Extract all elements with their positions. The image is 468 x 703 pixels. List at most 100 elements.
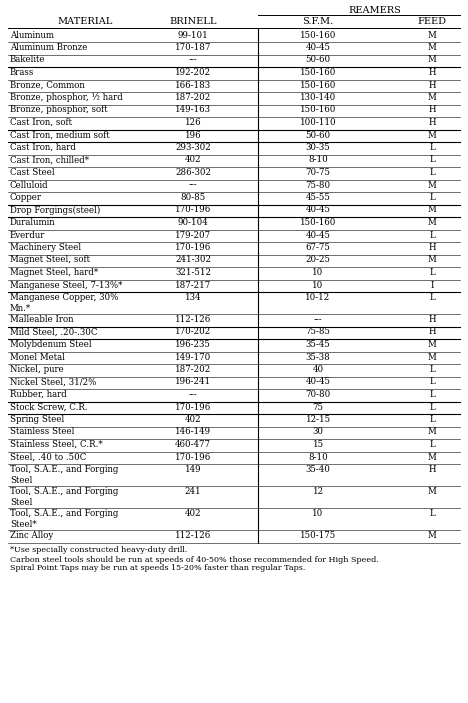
Text: 50-60: 50-60 [306, 131, 330, 139]
Text: 12-15: 12-15 [306, 415, 330, 424]
Text: Tool, S.A.E., and Forging
Steel*: Tool, S.A.E., and Forging Steel* [10, 509, 118, 529]
Text: M: M [428, 93, 436, 102]
Text: ---: --- [189, 56, 197, 65]
Text: 196-241: 196-241 [175, 378, 211, 387]
Text: 15: 15 [313, 440, 323, 449]
Text: Bronze, phosphor, ½ hard: Bronze, phosphor, ½ hard [10, 93, 123, 103]
Text: 402: 402 [185, 155, 201, 165]
Text: Stainless Steel: Stainless Steel [10, 427, 74, 437]
Text: 150-160: 150-160 [300, 218, 336, 227]
Text: ---: --- [189, 390, 197, 399]
Text: 35-45: 35-45 [306, 340, 330, 349]
Text: 8-10: 8-10 [308, 155, 328, 165]
Text: Duralumin: Duralumin [10, 218, 56, 227]
Text: L: L [429, 390, 435, 399]
Text: 112-126: 112-126 [175, 531, 211, 540]
Text: Steel, .40 to .50C: Steel, .40 to .50C [10, 453, 87, 461]
Text: 10: 10 [312, 268, 324, 277]
Text: 112-126: 112-126 [175, 315, 211, 324]
Text: 241: 241 [185, 487, 201, 496]
Text: L: L [429, 143, 435, 152]
Text: 150-160: 150-160 [300, 68, 336, 77]
Text: L: L [429, 168, 435, 177]
Text: Nickel, pure: Nickel, pure [10, 365, 64, 374]
Text: 134: 134 [185, 293, 201, 302]
Text: 40-45: 40-45 [306, 205, 330, 214]
Text: 402: 402 [185, 415, 201, 424]
Text: Stock Screw, C.R.: Stock Screw, C.R. [10, 403, 88, 411]
Text: 146-149: 146-149 [175, 427, 211, 437]
Text: L: L [429, 268, 435, 277]
Text: 126: 126 [185, 118, 201, 127]
Text: 75-85: 75-85 [306, 328, 330, 337]
Text: 10: 10 [312, 280, 324, 290]
Text: Spiral Point Taps may be run at speeds 15-20% faster than regular Taps.: Spiral Point Taps may be run at speeds 1… [10, 565, 306, 572]
Text: Mild Steel, .20-.30C: Mild Steel, .20-.30C [10, 328, 97, 337]
Text: L: L [429, 403, 435, 411]
Text: Magnet Steel, soft: Magnet Steel, soft [10, 255, 90, 264]
Text: 70-75: 70-75 [306, 168, 330, 177]
Text: REAMERS: REAMERS [349, 6, 402, 15]
Text: M: M [428, 487, 436, 496]
Text: Zinc Alloy: Zinc Alloy [10, 531, 53, 540]
Text: *Use specially constructed heavy-duty drill.: *Use specially constructed heavy-duty dr… [10, 546, 187, 555]
Text: M: M [428, 43, 436, 52]
Text: 30: 30 [313, 427, 323, 437]
Text: 150-175: 150-175 [300, 531, 336, 540]
Text: Magnet Steel, hard*: Magnet Steel, hard* [10, 268, 98, 277]
Text: 90-104: 90-104 [178, 218, 208, 227]
Text: Cast Iron, hard: Cast Iron, hard [10, 143, 76, 152]
Text: 75-80: 75-80 [306, 181, 330, 190]
Text: M: M [428, 181, 436, 190]
Text: Aluminum: Aluminum [10, 30, 54, 39]
Text: 150-160: 150-160 [300, 81, 336, 89]
Text: 40-45: 40-45 [306, 378, 330, 387]
Text: 100-110: 100-110 [300, 118, 336, 127]
Text: 70-80: 70-80 [306, 390, 330, 399]
Text: M: M [428, 352, 436, 361]
Text: Tool, S.A.E., and Forging
Steel: Tool, S.A.E., and Forging Steel [10, 487, 118, 507]
Text: ---: --- [314, 315, 322, 324]
Text: M: M [428, 531, 436, 540]
Text: M: M [428, 56, 436, 65]
Text: 80-85: 80-85 [180, 193, 205, 202]
Text: 12: 12 [313, 487, 323, 496]
Text: L: L [429, 231, 435, 240]
Text: M: M [428, 427, 436, 437]
Text: L: L [429, 440, 435, 449]
Text: H: H [428, 465, 436, 474]
Text: 179-207: 179-207 [175, 231, 211, 240]
Text: Stainless Steel, C.R.*: Stainless Steel, C.R.* [10, 440, 102, 449]
Text: 75: 75 [313, 403, 323, 411]
Text: Drop Forgings(steel): Drop Forgings(steel) [10, 205, 100, 214]
Text: 130-140: 130-140 [300, 93, 336, 102]
Text: 40-45: 40-45 [306, 43, 330, 52]
Text: L: L [429, 378, 435, 387]
Text: Cast Steel: Cast Steel [10, 168, 55, 177]
Text: Malleable Iron: Malleable Iron [10, 315, 73, 324]
Text: M: M [428, 131, 436, 139]
Text: I: I [430, 280, 434, 290]
Text: Tool, S.A.E., and Forging
Steel: Tool, S.A.E., and Forging Steel [10, 465, 118, 485]
Text: Monel Metal: Monel Metal [10, 352, 65, 361]
Text: 170-196: 170-196 [175, 243, 211, 252]
Text: 10-12: 10-12 [306, 293, 330, 302]
Text: H: H [428, 315, 436, 324]
Text: 170-196: 170-196 [175, 403, 211, 411]
Text: 30-35: 30-35 [306, 143, 330, 152]
Text: 196-235: 196-235 [175, 340, 211, 349]
Text: Cast Iron, soft: Cast Iron, soft [10, 118, 72, 127]
Text: 402: 402 [185, 509, 201, 518]
Text: 40-45: 40-45 [306, 231, 330, 240]
Text: 293-302: 293-302 [175, 143, 211, 152]
Text: Everdur: Everdur [10, 231, 45, 240]
Text: M: M [428, 218, 436, 227]
Text: H: H [428, 328, 436, 337]
Text: 166-183: 166-183 [175, 81, 211, 89]
Text: Cast Iron, chilled*: Cast Iron, chilled* [10, 155, 89, 165]
Text: Molybdenum Steel: Molybdenum Steel [10, 340, 92, 349]
Text: 187-202: 187-202 [175, 365, 211, 374]
Text: 321-512: 321-512 [175, 268, 211, 277]
Text: L: L [429, 193, 435, 202]
Text: Brass: Brass [10, 68, 34, 77]
